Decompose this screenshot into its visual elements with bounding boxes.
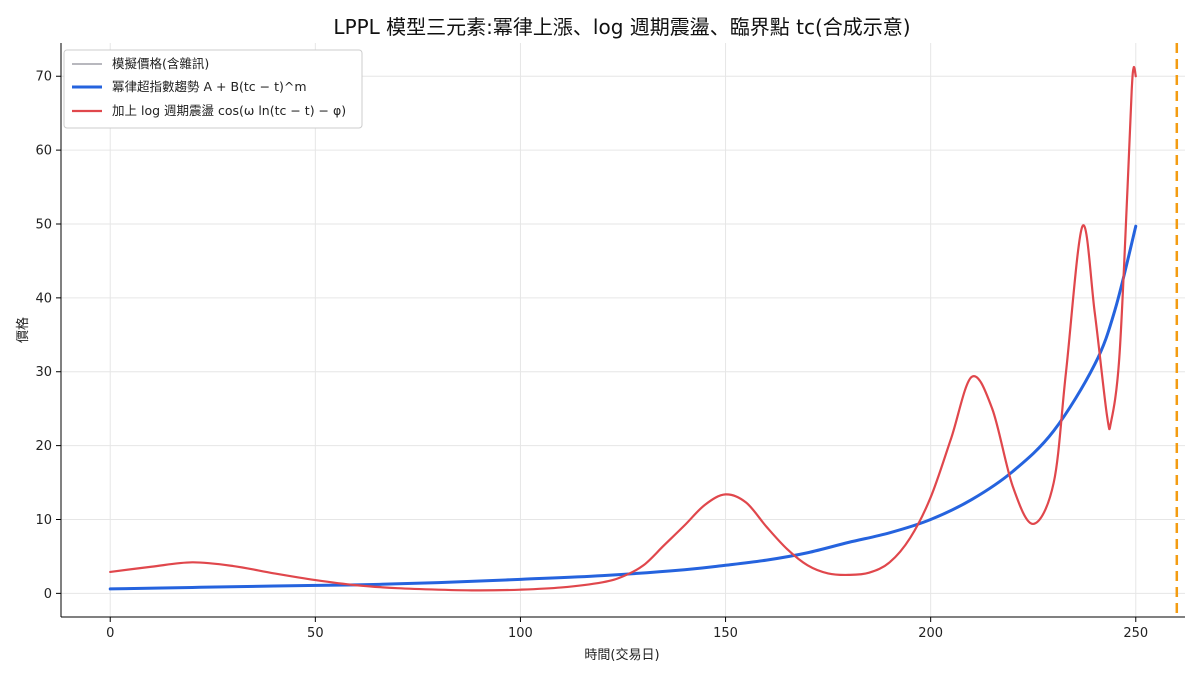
series-log-periodic-line xyxy=(109,65,1137,592)
legend-label-log-periodic: 加上 log 週期震盪 cos(ω ln(tc − t) − φ) xyxy=(112,103,346,118)
legend-box xyxy=(63,49,363,129)
x-tick-label: 100 xyxy=(508,626,533,641)
chart-title: LPPL 模型三元素:冪律上漲、log 週期震盪、臨界點 tc(合成示意) xyxy=(333,15,910,39)
grid xyxy=(61,43,1185,617)
legend-label-noisy-price: 模擬價格(含雜訊) xyxy=(112,56,209,71)
legend-label-power-law: 冪律超指數趨勢 A + B(tc − t)^m xyxy=(112,79,307,94)
x-tick-label: 250 xyxy=(1123,626,1148,641)
axes-spines xyxy=(60,43,1185,618)
x-tick-label: 150 xyxy=(713,626,738,641)
x-tick-label: 0 xyxy=(106,626,114,641)
series-layer xyxy=(108,65,1138,592)
series-power-law-trend-line xyxy=(108,224,1138,591)
y-tick-label: 0 xyxy=(44,587,52,602)
y-tick-label: 20 xyxy=(35,439,52,454)
y-tick-label: 10 xyxy=(35,513,52,528)
x-tick-label: 200 xyxy=(918,626,943,641)
x-axis-label: 時間(交易日) xyxy=(584,647,659,663)
y-tick-label: 30 xyxy=(35,365,52,380)
legend: 模擬價格(含雜訊) 冪律超指數趨勢 A + B(tc − t)^m 加上 log… xyxy=(63,49,363,129)
y-tick-label: 40 xyxy=(35,291,52,306)
x-tick-label: 50 xyxy=(307,626,324,641)
y-axis-ticks: 0 10 20 30 40 50 60 70 xyxy=(35,70,61,602)
y-tick-label: 60 xyxy=(35,144,52,159)
y-axis-label: 價格 xyxy=(15,317,31,343)
y-tick-label: 50 xyxy=(35,217,52,232)
x-axis-ticks: 0 50 100 150 200 250 xyxy=(106,617,1148,641)
y-tick-label: 70 xyxy=(35,70,52,85)
